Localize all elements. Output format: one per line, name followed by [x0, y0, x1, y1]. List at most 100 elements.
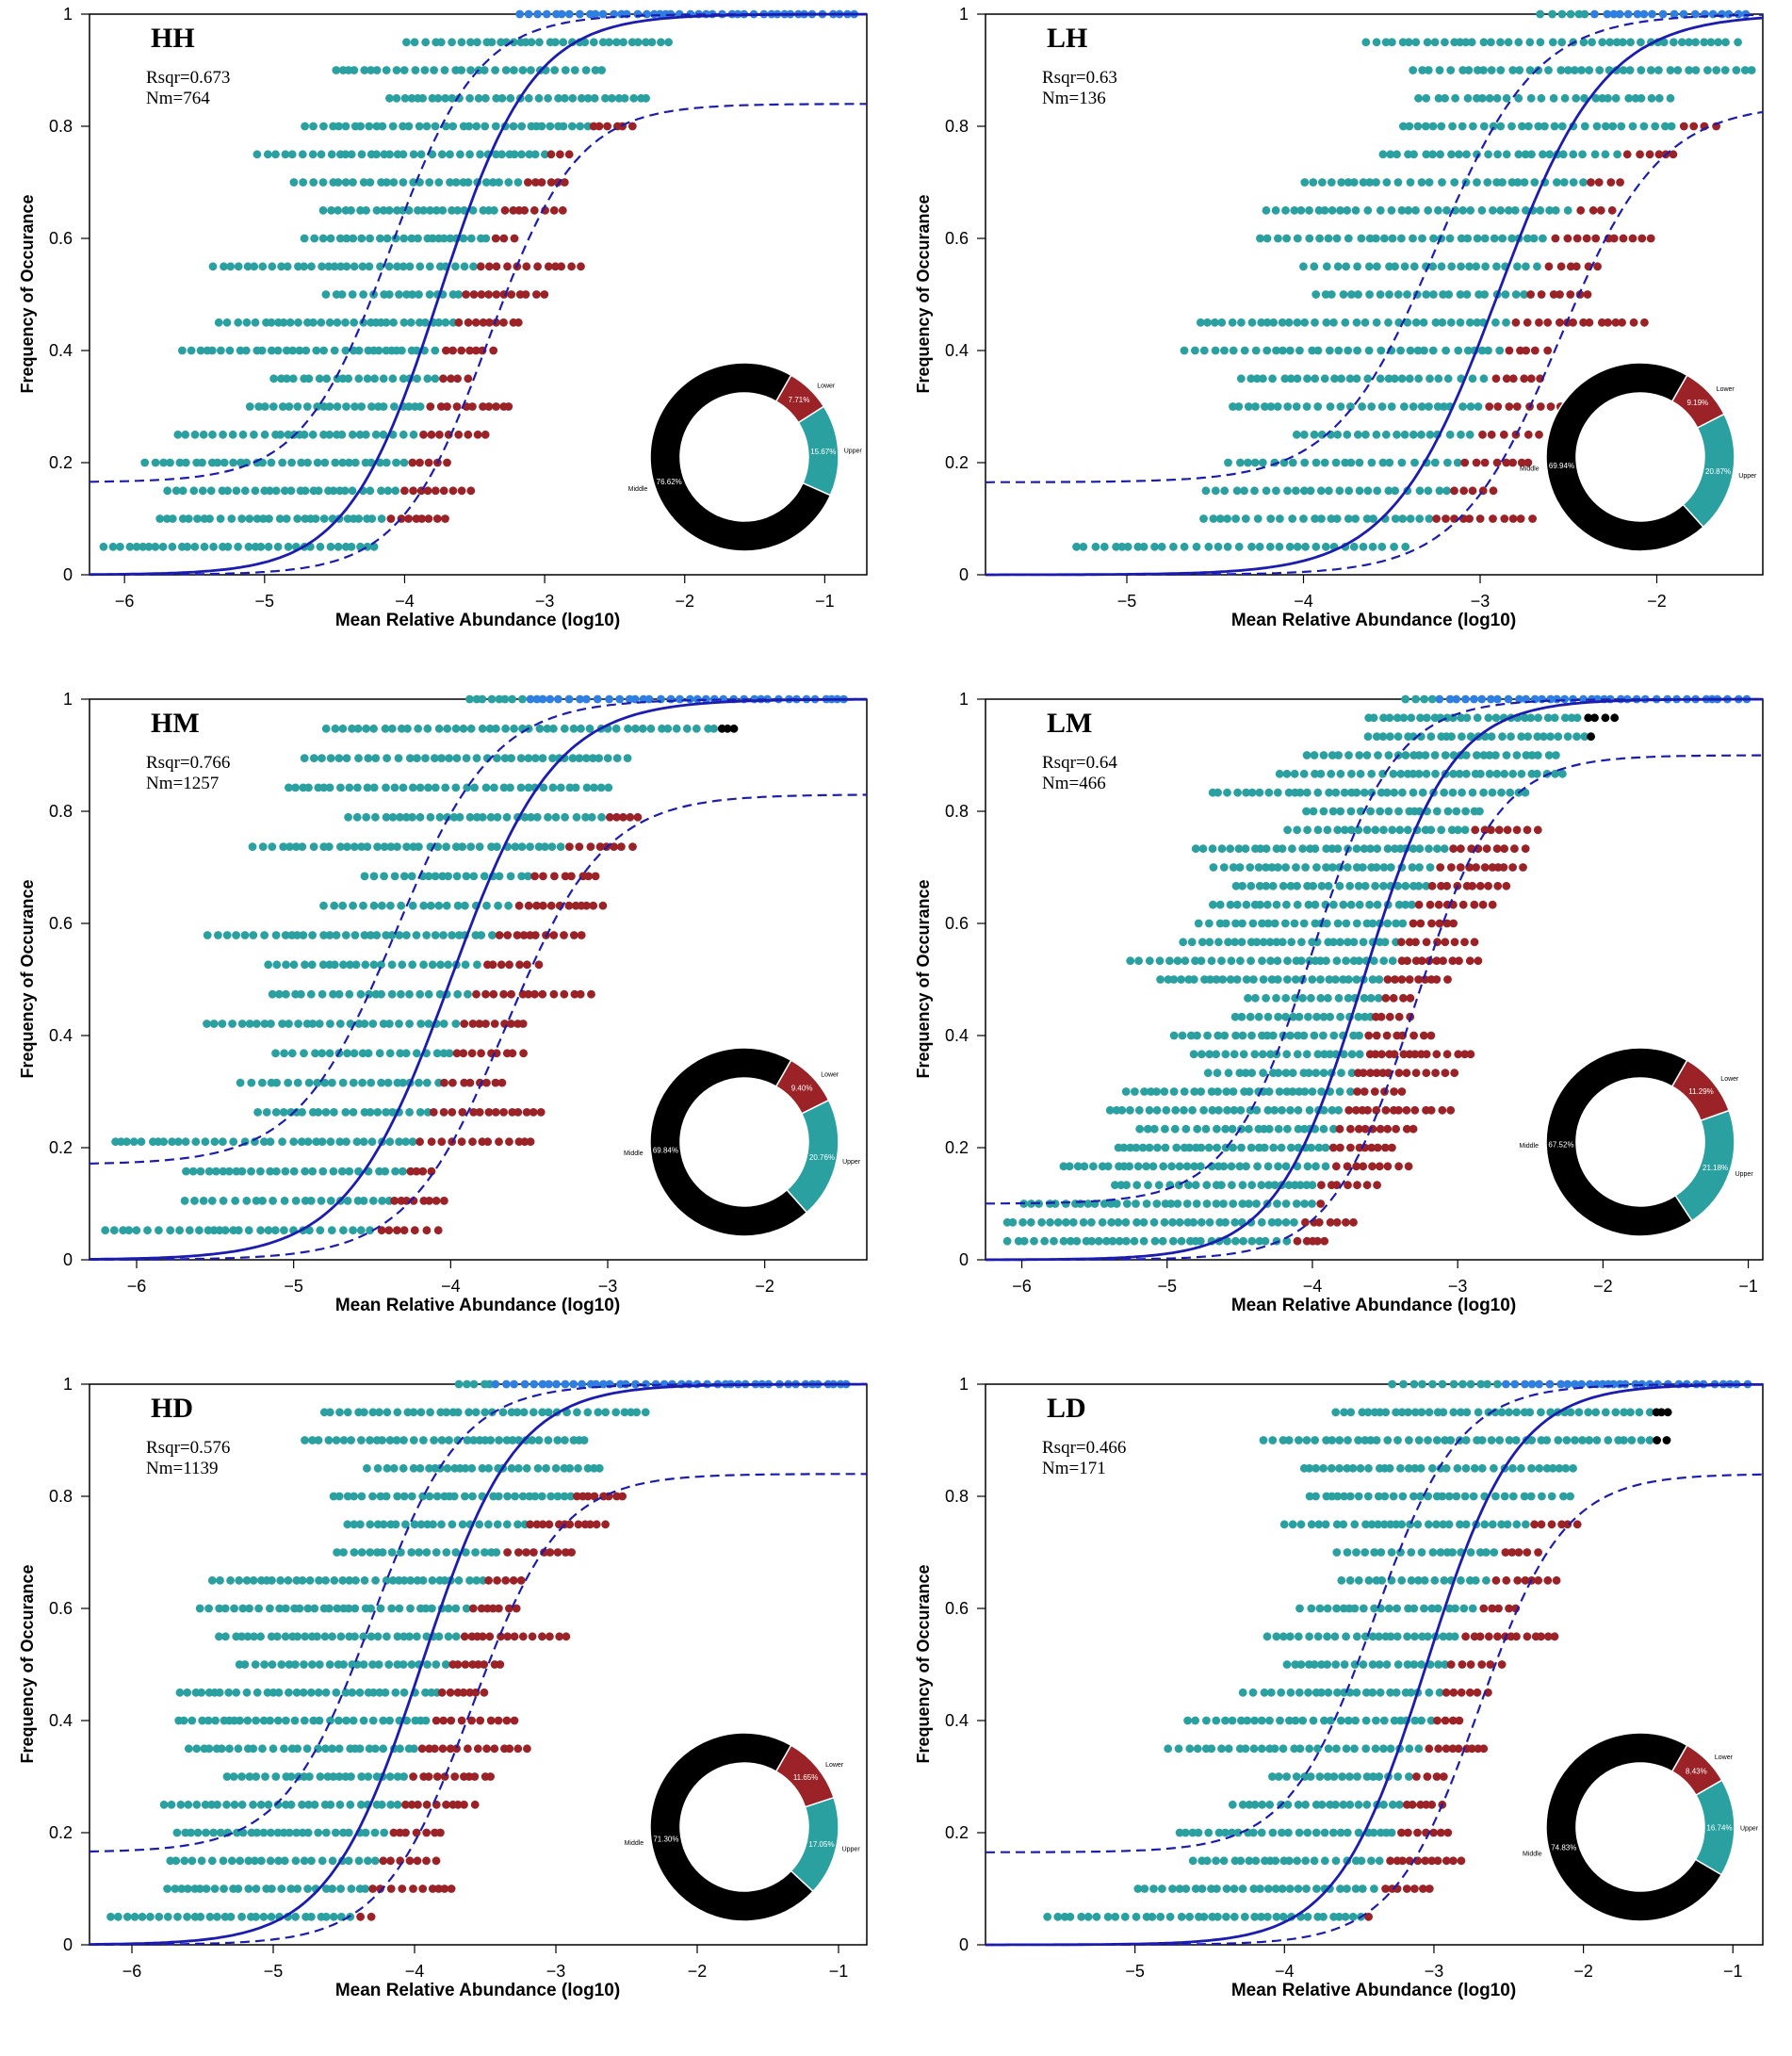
data-point-upper	[1391, 262, 1399, 271]
data-point-upper	[1282, 234, 1291, 243]
data-point-upper	[1326, 1012, 1335, 1021]
data-point-upper	[1333, 1492, 1343, 1501]
data-point-upper	[1388, 1800, 1397, 1809]
data-point-lower	[503, 1632, 513, 1641]
data-point-upper	[559, 122, 568, 131]
data-point-upper	[1226, 900, 1235, 909]
data-point-upper	[1363, 732, 1373, 742]
data-point-upper	[551, 1463, 561, 1473]
data-point-upper	[1145, 956, 1154, 966]
data-point-upper	[352, 1660, 362, 1669]
data-point-upper	[424, 872, 433, 881]
data-point-upper	[1238, 1800, 1247, 1809]
data-point-top	[554, 694, 562, 704]
data-point-upper	[1323, 1632, 1331, 1641]
data-point-lower	[1619, 234, 1628, 243]
data-point-upper	[1551, 769, 1559, 778]
data-point-upper	[374, 346, 383, 355]
data-point-upper	[551, 38, 560, 47]
data-point-upper	[441, 122, 450, 131]
data-point-upper	[1296, 205, 1306, 215]
data-point-upper	[425, 178, 434, 187]
data-point-upper	[279, 1108, 288, 1117]
data-point-lower	[533, 262, 542, 271]
data-point-upper	[1457, 1408, 1465, 1417]
data-point-upper	[431, 931, 440, 939]
data-point-upper	[387, 989, 397, 999]
data-point-upper	[443, 812, 452, 822]
data-point-upper	[1477, 205, 1487, 215]
data-point-lower	[419, 430, 428, 439]
data-point-upper	[383, 1408, 392, 1417]
data-point-upper	[1286, 881, 1295, 890]
data-point-upper	[390, 783, 399, 792]
data-point-upper	[303, 1828, 313, 1837]
data-point-upper	[244, 1856, 253, 1866]
nm-label: Nm=1139	[146, 1459, 219, 1478]
data-point-upper	[1018, 1217, 1027, 1227]
donut-label-lower: Lower	[817, 383, 836, 389]
data-point-upper	[1214, 542, 1223, 551]
data-point-upper	[1491, 713, 1501, 723]
data-point-upper	[497, 150, 506, 159]
data-point-upper	[1558, 769, 1567, 778]
data-point-upper	[391, 1167, 399, 1176]
data-point-upper	[1384, 751, 1393, 759]
x-tick-label: −5	[1125, 1962, 1145, 1981]
data-point-upper	[1410, 458, 1419, 467]
data-point-upper	[1497, 788, 1506, 797]
data-point-upper	[1046, 1217, 1054, 1227]
data-point-upper	[1207, 1744, 1216, 1754]
data-point-upper	[326, 1137, 335, 1147]
data-point-upper	[187, 1828, 196, 1837]
data-point-upper	[1336, 769, 1345, 778]
data-point-upper	[300, 1660, 308, 1669]
data-point-upper	[444, 960, 452, 970]
data-point-upper	[272, 1632, 282, 1641]
data-point-upper	[444, 1632, 453, 1641]
data-point-upper	[1293, 1856, 1302, 1866]
y-tick-label: 0.2	[49, 453, 73, 472]
data-point-upper	[356, 122, 366, 131]
data-point-lower	[431, 1744, 439, 1754]
data-point-upper	[1290, 205, 1299, 215]
data-point-upper	[1149, 1162, 1158, 1171]
data-point-upper	[1144, 1181, 1152, 1190]
data-point-upper	[1293, 881, 1301, 890]
data-point-upper	[1522, 262, 1530, 271]
data-point-top	[1502, 1379, 1510, 1389]
data-point-upper	[1351, 1885, 1360, 1893]
data-point-upper	[1431, 318, 1441, 327]
data-point-upper	[459, 724, 468, 733]
x-tick-label: −6	[115, 592, 135, 611]
data-point-upper	[1397, 234, 1406, 243]
data-point-upper	[572, 812, 581, 822]
data-point-upper	[457, 66, 466, 74]
data-point-upper	[478, 812, 487, 822]
data-point-lower	[1455, 956, 1463, 966]
data-point-upper	[196, 346, 205, 355]
data-point-upper	[1263, 1105, 1273, 1115]
y-tick-label: 0.4	[945, 341, 969, 360]
data-point-upper	[400, 93, 410, 103]
data-point-upper	[1548, 9, 1556, 19]
data-point-upper	[1388, 956, 1397, 966]
data-point-lower	[1398, 1856, 1407, 1866]
data-point-upper	[408, 290, 416, 299]
data-point-upper	[632, 1408, 642, 1417]
data-point-upper	[1080, 1162, 1089, 1171]
data-point-top	[666, 694, 676, 704]
data-point-upper	[1328, 1828, 1338, 1837]
data-point-upper	[1347, 290, 1356, 299]
data-point-lower	[1622, 150, 1632, 159]
data-point-upper	[1454, 825, 1462, 835]
data-point-upper	[554, 93, 562, 103]
data-point-upper	[1223, 1236, 1231, 1246]
data-point-lower	[1346, 1124, 1355, 1134]
data-point-upper	[1585, 1436, 1594, 1444]
data-point-upper	[223, 486, 233, 496]
data-point-lower	[1344, 1181, 1352, 1190]
data-point-upper	[1393, 732, 1403, 742]
data-point-upper	[384, 290, 394, 299]
data-point-lower	[567, 872, 576, 881]
